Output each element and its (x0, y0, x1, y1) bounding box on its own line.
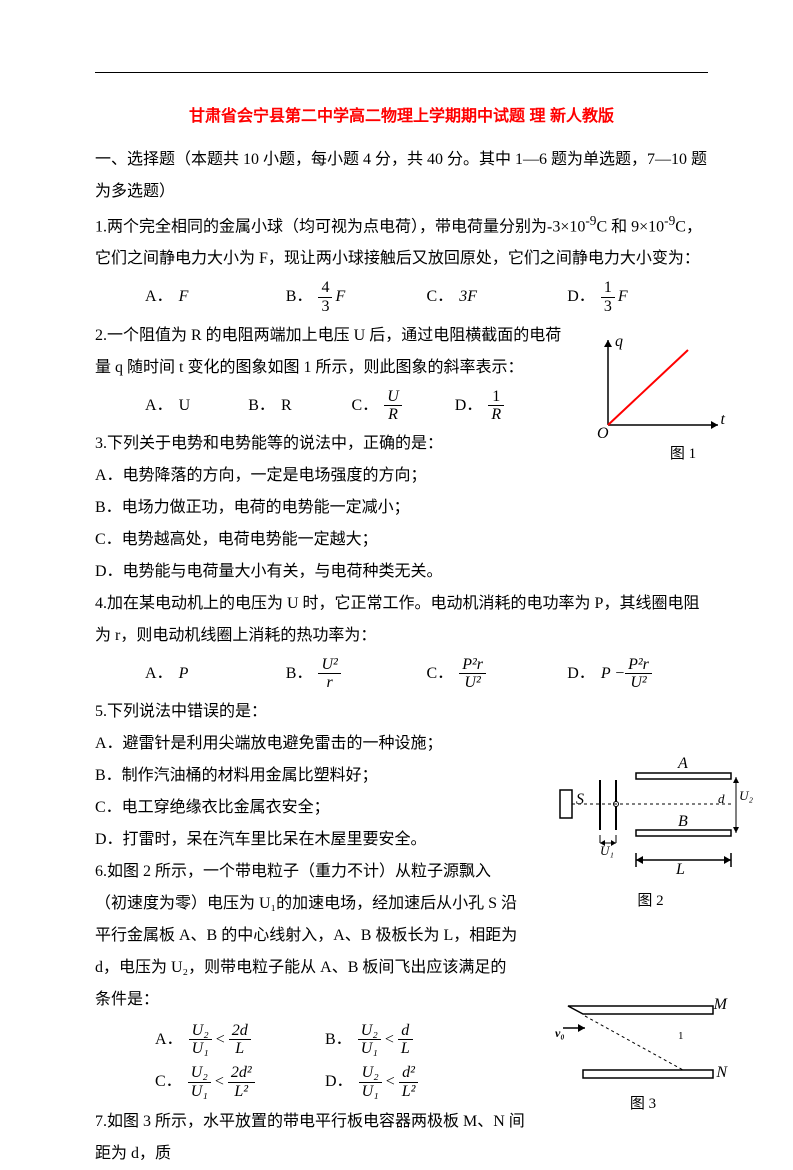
q4-option-a: A．P (145, 656, 286, 692)
fig2-u2: U₂ (739, 788, 753, 804)
fig3-n: N (716, 1064, 727, 1082)
fig2-b: B (678, 813, 688, 831)
q3-option-b: B．电场力做正功，电荷的电势能一定减小； (95, 492, 708, 524)
q1-option-b: B． 43 F (286, 279, 427, 315)
fraction: 1R (488, 388, 504, 424)
section-heading: 一、选择题（本题共 10 小题，每小题 4 分，共 40 分。其中 1—6 题为… (95, 144, 708, 208)
top-rule (95, 72, 708, 73)
q1-option-d: D． 13 F (567, 279, 708, 315)
q4-option-b: B． U²r (286, 656, 427, 692)
q2-option-a: A．U (145, 388, 248, 424)
q1-option-c: C．3F (427, 279, 568, 315)
fraction: 13 (601, 279, 615, 315)
figure-1-svg (593, 335, 723, 435)
fraction: 43 (318, 279, 332, 315)
q6-option-b: B． U₂U₁ < dL (325, 1022, 495, 1058)
fig3-one: 1 (678, 1030, 684, 1042)
fraction: U²r (318, 656, 340, 692)
figure-3: M N v₀ 1 图 3 (563, 1000, 723, 1113)
figure-1: q t O 图 1 (593, 335, 723, 463)
q3-option-c: C．电势越高处，电荷电势能一定越大； (95, 524, 708, 556)
exam-page: 甘肃省会宁县第二中学高二物理上学期期中试题 理 新人教版 一、选择题（本题共 1… (0, 0, 793, 1122)
figure-2: S A B U₁ d U₂ L 图 2 (558, 755, 743, 910)
fig3-caption: 图 3 (563, 1092, 723, 1113)
fig1-y-label: q (615, 333, 623, 351)
page-title: 甘肃省会宁县第二中学高二物理上学期期中试题 理 新人教版 (95, 102, 708, 126)
title-text: 甘肃省会宁县第二中学高二物理上学期期中试题 理 新人教版 (189, 108, 614, 125)
q4-options: A．P B． U²r C． P²rU² D． P − P²rU² (145, 656, 708, 692)
figure-3-svg (563, 1000, 723, 1085)
figure-2-svg (558, 755, 743, 880)
q1-option-a: A．F (145, 279, 286, 315)
q1-stem: 1.两个完全相同的金属小球（均可视为点电荷），带电荷量分别为-3×10-9C 和… (95, 208, 708, 275)
fraction: UR (384, 388, 402, 424)
q3-option-d: D．电势能与电荷量大小有关，与电荷种类无关。 (95, 556, 708, 588)
q2-option-c: C． UR (352, 388, 455, 424)
fig2-a: A (678, 755, 688, 773)
q5-stem: 5.下列说法中错误的是： (95, 696, 708, 728)
q4-stem: 4.加在某电动机上的电压为 U 时，它正常工作。电动机消耗的电功率为 P，其线圈… (95, 588, 708, 652)
q3-option-a: A．电势降落的方向，一定是电场强度的方向； (95, 460, 708, 492)
fig2-u1: U₁ (600, 843, 614, 859)
q4-option-c: C． P²rU² (427, 656, 568, 692)
q2-option-d: D． 1R (455, 388, 558, 424)
fig3-m: M (714, 996, 727, 1014)
fraction: P²rU² (459, 656, 486, 692)
q7-stem: 7.如图 3 所示，水平放置的带电平行板电容器两极板 M、N 间距为 d，质 (95, 1106, 708, 1170)
fig2-d: d (718, 791, 725, 807)
fig2-l: L (676, 861, 685, 879)
q6-option-a: A． U₂U₁ < 2dL (155, 1022, 325, 1058)
fig2-s: S (576, 791, 584, 809)
q6-option-d: D． U₂U₁ < d²L² (325, 1064, 495, 1100)
fig1-origin: O (597, 425, 609, 443)
fraction: P²rU² (625, 656, 652, 692)
q4-option-d: D． P − P²rU² (567, 656, 708, 692)
q2-option-b: B．R (248, 388, 351, 424)
fig2-caption: 图 2 (558, 889, 743, 910)
q6-option-c: C． U₂U₁ < 2d²L² (155, 1064, 325, 1100)
fig3-v0: v₀ (555, 1026, 565, 1041)
fig1-caption: 图 1 (643, 442, 723, 463)
q1-options: A．F B． 43 F C．3F D． 13 F (145, 279, 708, 315)
fig1-x-label: t (721, 411, 725, 429)
